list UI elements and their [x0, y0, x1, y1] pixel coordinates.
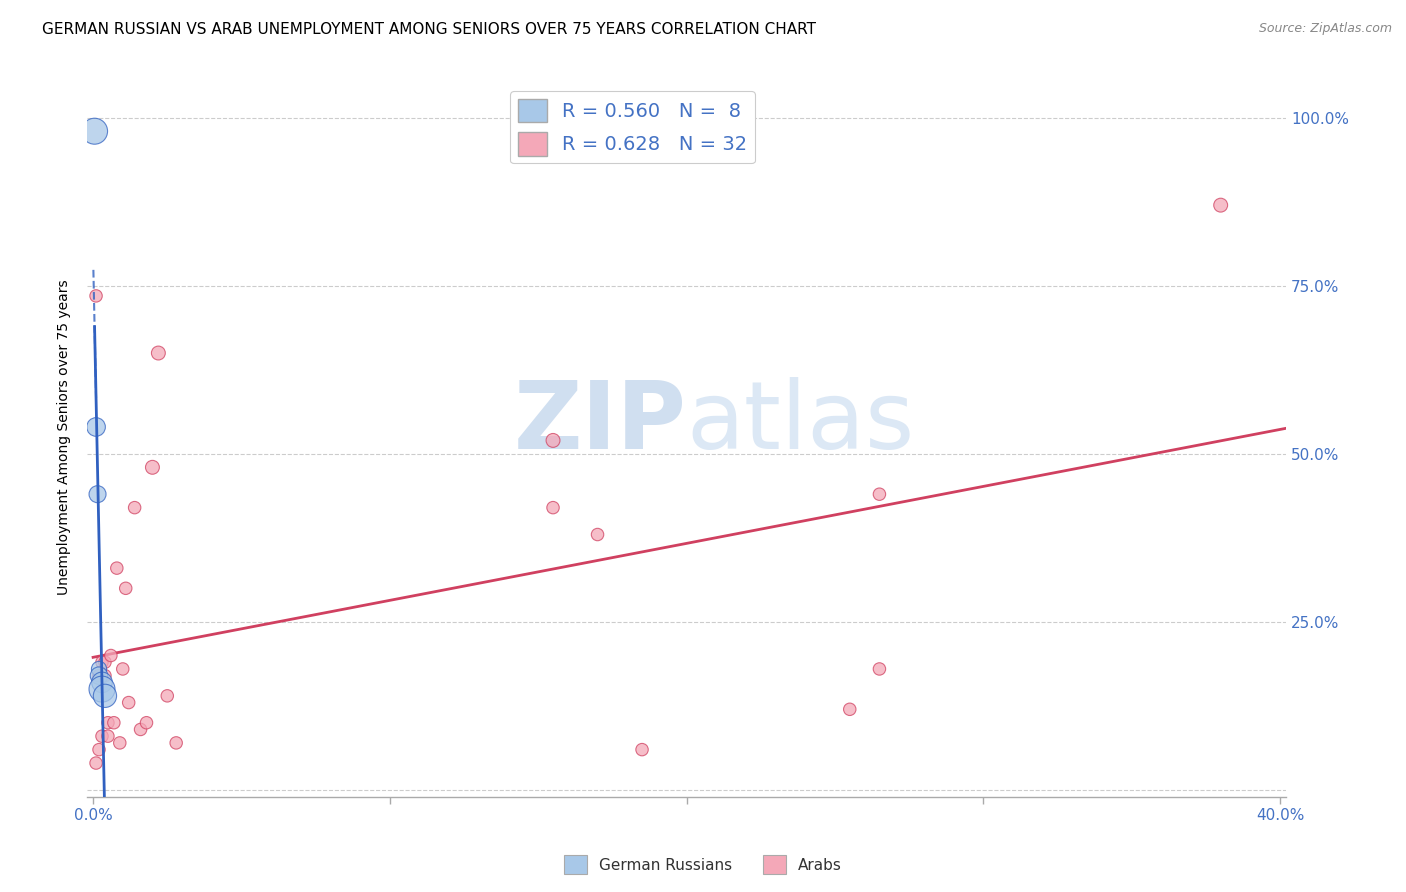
Legend: German Russians, Arabs: German Russians, Arabs: [558, 849, 848, 880]
Point: [838, 702, 860, 716]
Point: [541, 500, 564, 515]
Point: [94, 655, 117, 669]
Point: [108, 736, 131, 750]
Point: [87, 668, 110, 682]
Point: [114, 582, 136, 596]
Point: [103, 715, 125, 730]
Point: [91, 655, 114, 669]
Text: ZIP: ZIP: [513, 376, 686, 468]
Point: [87, 742, 110, 756]
Text: Source: ZipAtlas.com: Source: ZipAtlas.com: [1258, 22, 1392, 36]
Point: [165, 736, 187, 750]
Point: [868, 662, 890, 676]
Point: [111, 662, 134, 676]
Point: [100, 648, 122, 663]
Point: [1209, 198, 1232, 212]
Point: [84, 289, 107, 303]
Point: [586, 527, 609, 541]
Point: [91, 682, 114, 697]
Point: [541, 434, 564, 448]
Point: [97, 729, 120, 743]
Point: [94, 668, 117, 682]
Point: [141, 460, 163, 475]
Point: [94, 689, 117, 703]
Point: [86, 487, 108, 501]
Text: atlas: atlas: [686, 376, 915, 468]
Point: [84, 756, 107, 770]
Legend: R = 0.560   N =  8, R = 0.628   N = 32: R = 0.560 N = 8, R = 0.628 N = 32: [510, 91, 755, 163]
Point: [868, 487, 890, 501]
Point: [156, 689, 179, 703]
Point: [83, 124, 105, 138]
Point: [118, 696, 141, 710]
Point: [97, 715, 120, 730]
Point: [105, 561, 128, 575]
Point: [84, 420, 107, 434]
Point: [129, 723, 152, 737]
Point: [87, 662, 110, 676]
Y-axis label: Unemployment Among Seniors over 75 years: Unemployment Among Seniors over 75 years: [58, 279, 72, 595]
Point: [87, 668, 110, 682]
Point: [91, 675, 114, 690]
Point: [148, 346, 170, 360]
Point: [631, 742, 654, 756]
Text: GERMAN RUSSIAN VS ARAB UNEMPLOYMENT AMONG SENIORS OVER 75 YEARS CORRELATION CHAR: GERMAN RUSSIAN VS ARAB UNEMPLOYMENT AMON…: [42, 22, 815, 37]
Point: [91, 729, 114, 743]
Point: [135, 715, 157, 730]
Point: [124, 500, 146, 515]
